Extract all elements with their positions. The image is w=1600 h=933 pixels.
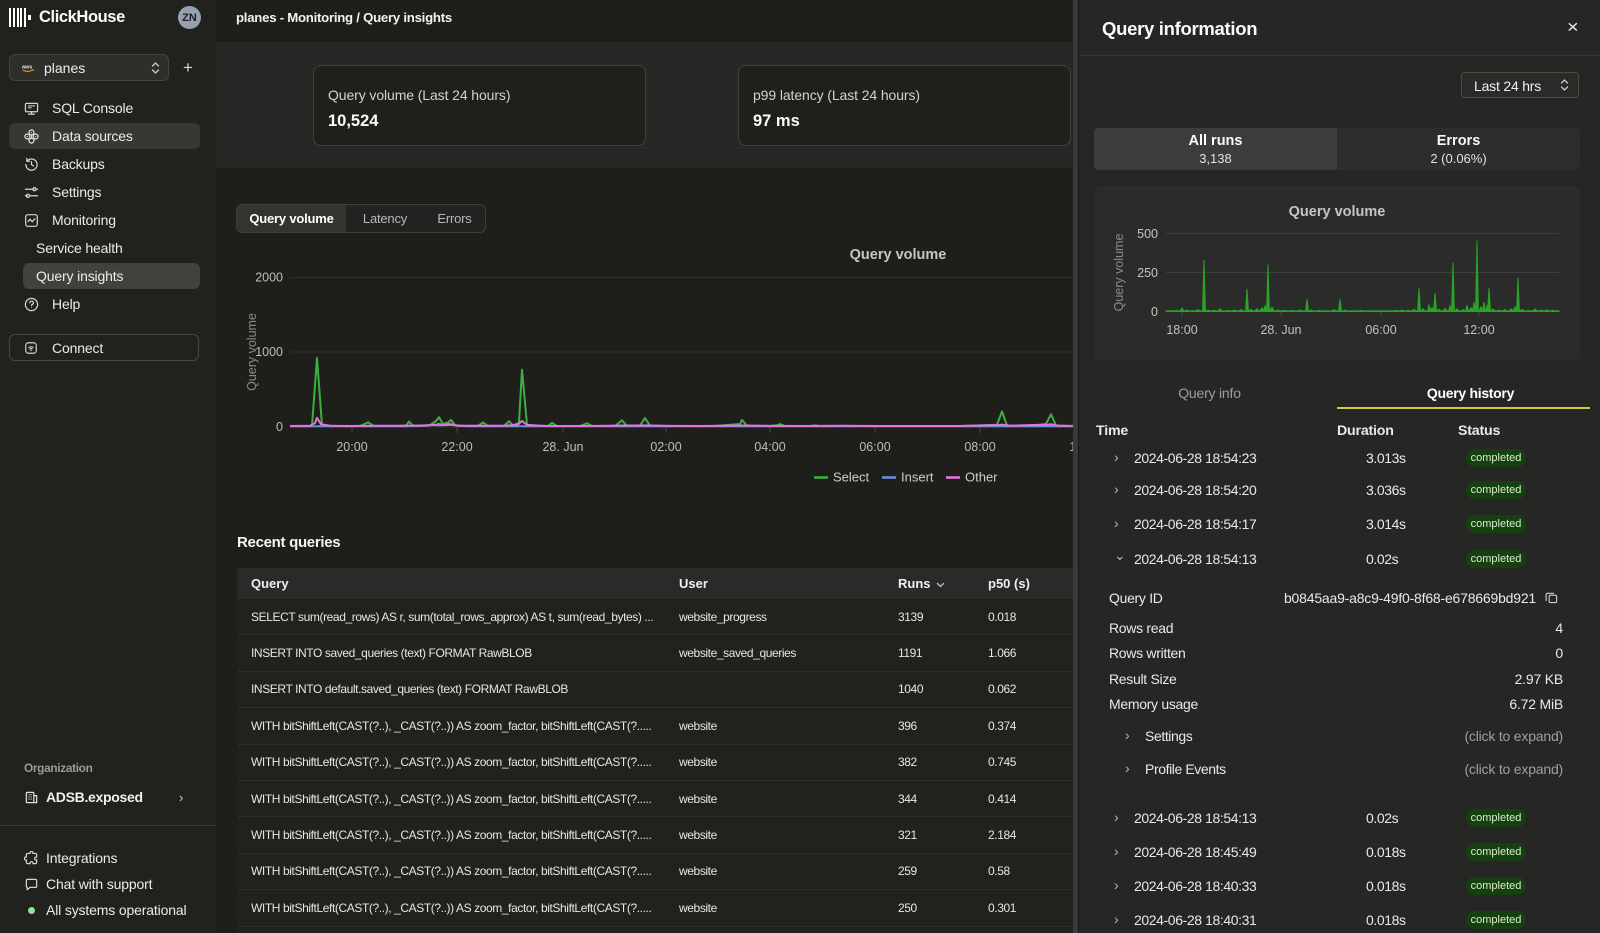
svg-text:Select: Select — [833, 470, 870, 485]
svg-text:0: 0 — [1151, 305, 1158, 319]
svg-text:Query volume: Query volume — [1289, 204, 1386, 220]
svg-text:06:00: 06:00 — [859, 440, 890, 454]
svg-text:02:00: 02:00 — [650, 440, 681, 454]
svg-text:08:00: 08:00 — [964, 440, 995, 454]
svg-text:aws: aws — [22, 64, 32, 70]
svg-text:12:00: 12:00 — [1463, 323, 1494, 337]
svg-text:Query volume: Query volume — [245, 313, 259, 391]
svg-text:Query volume: Query volume — [1112, 234, 1126, 312]
svg-text:28. Jun: 28. Jun — [1260, 323, 1301, 337]
svg-text:1000: 1000 — [255, 345, 283, 359]
svg-text:0: 0 — [276, 420, 283, 434]
svg-text:28. Jun: 28. Jun — [542, 440, 583, 454]
svg-text:250: 250 — [1137, 266, 1158, 280]
svg-text:22:00: 22:00 — [441, 440, 472, 454]
svg-text:04:00: 04:00 — [754, 440, 785, 454]
svg-text:18:00: 18:00 — [1166, 323, 1197, 337]
svg-text:Insert: Insert — [901, 470, 934, 485]
svg-text:2000: 2000 — [255, 271, 283, 285]
svg-text:06:00: 06:00 — [1365, 323, 1396, 337]
svg-text:20:00: 20:00 — [336, 440, 367, 454]
svg-text:Other: Other — [965, 470, 998, 485]
svg-text:500: 500 — [1137, 227, 1158, 241]
svg-text:Query volume: Query volume — [850, 247, 947, 263]
